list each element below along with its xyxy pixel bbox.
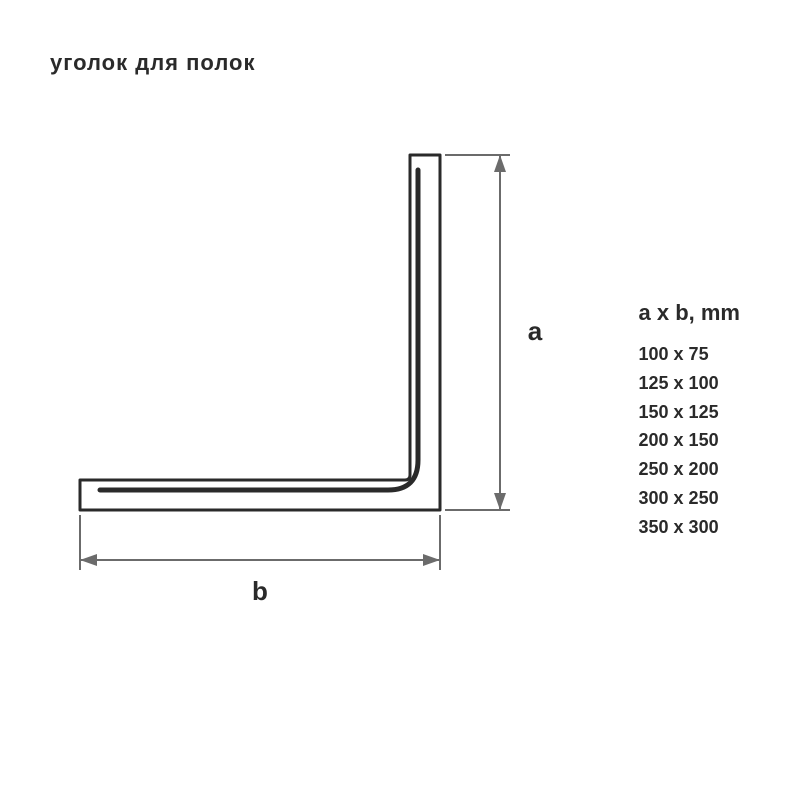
- dimension-label-b: b: [252, 576, 268, 606]
- sizes-item: 125 x 100: [639, 369, 740, 398]
- sizes-item: 350 x 300: [639, 513, 740, 542]
- sizes-item: 100 x 75: [639, 340, 740, 369]
- bracket-brace: [100, 170, 418, 490]
- bracket-outline: [80, 155, 440, 510]
- sizes-block: a x b, mm 100 x 75 125 x 100 150 x 125 2…: [639, 300, 740, 542]
- dimension-label-a: a: [528, 316, 543, 346]
- sizes-item: 300 x 250: [639, 484, 740, 513]
- sizes-item: 200 x 150: [639, 426, 740, 455]
- sizes-header: a x b, mm: [639, 300, 740, 326]
- dimension-a: a: [445, 155, 543, 510]
- sizes-item: 250 x 200: [639, 455, 740, 484]
- sizes-item: 150 x 125: [639, 398, 740, 427]
- dimension-b: b: [80, 515, 440, 606]
